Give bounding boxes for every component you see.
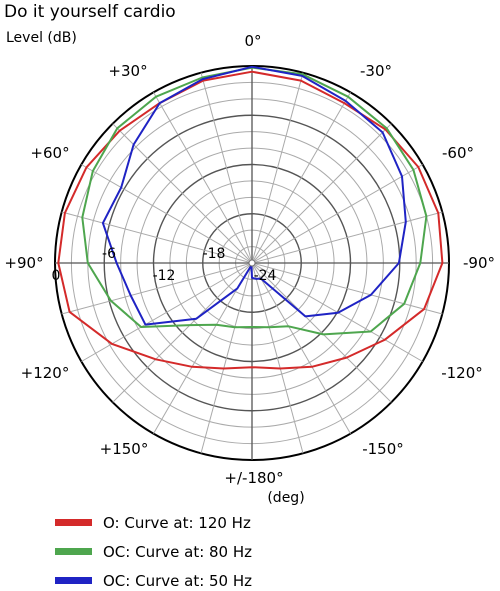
legend-swatch-120hz	[55, 519, 92, 526]
grid-spoke	[61, 262, 253, 315]
legend-label-80hz: OC: Curve at: 80 Hz	[103, 543, 252, 561]
center-marker	[248, 259, 256, 267]
radial-label-minus6: -6	[102, 246, 116, 262]
series-line-0	[57, 70, 444, 370]
radial-label-0: 0	[52, 268, 61, 284]
grid-spoke	[200, 72, 253, 264]
grid-spoke	[61, 211, 253, 264]
angle-label-180: +/-180°	[224, 469, 283, 487]
grid-spoke	[112, 262, 253, 403]
legend-label-50hz: OC: Curve at: 50 Hz	[103, 572, 252, 590]
grid-spoke	[153, 262, 253, 434]
angle-label-minus60: -60°	[442, 144, 474, 162]
angle-label-minus150: -150°	[362, 440, 404, 458]
grid-spoke	[251, 164, 423, 264]
grid-spoke	[251, 72, 304, 264]
grid-spoke	[251, 262, 443, 315]
angle-label-plus90: +90°	[4, 254, 43, 272]
legend: O: Curve at: 120 Hz OC: Curve at: 80 Hz …	[55, 514, 252, 590]
angle-label-plus60: +60°	[30, 144, 69, 162]
grid-spoke	[251, 262, 304, 454]
series-line-2	[101, 65, 407, 326]
chart-title: Do it yourself cardio	[4, 2, 176, 22]
y-axis-label: Level (dB)	[6, 30, 77, 46]
angle-label-plus30: +30°	[108, 62, 147, 80]
plot-curves	[57, 65, 444, 370]
angle-label-minus120: -120°	[441, 364, 483, 382]
series-line-1	[81, 66, 428, 336]
angle-label-plus150: +150°	[100, 440, 149, 458]
grid-spoke	[81, 262, 253, 362]
grid-spoke	[251, 262, 392, 403]
angle-label-0: 0°	[244, 32, 261, 50]
legend-label-120hz: O: Curve at: 120 Hz	[103, 514, 251, 532]
angle-label-minus90: -90°	[463, 254, 495, 272]
grid-spoke	[200, 262, 253, 454]
grid-spoke	[251, 262, 351, 434]
angle-label-plus120: +120°	[21, 364, 70, 382]
grid-spoke	[251, 123, 392, 264]
grid-spoke	[112, 123, 253, 264]
grid-spoke	[251, 211, 443, 264]
grid-spoke	[251, 92, 351, 264]
legend-swatch-50hz	[55, 577, 92, 584]
radial-label-minus18: -18	[203, 246, 226, 262]
radial-labels: 0 -6 -12 -18 -24	[52, 246, 277, 284]
angle-labels: 0° +30° -30° +60° -60° +90° -90° +120° -…	[4, 32, 495, 506]
legend-swatch-80hz	[55, 548, 92, 555]
angle-unit-label: (deg)	[267, 490, 304, 506]
grid-spoke	[81, 164, 253, 264]
radial-label-minus12: -12	[153, 268, 176, 284]
radial-label-minus24: -24	[254, 268, 277, 284]
grid-spoke	[153, 92, 253, 264]
angle-label-minus30: -30°	[360, 62, 392, 80]
